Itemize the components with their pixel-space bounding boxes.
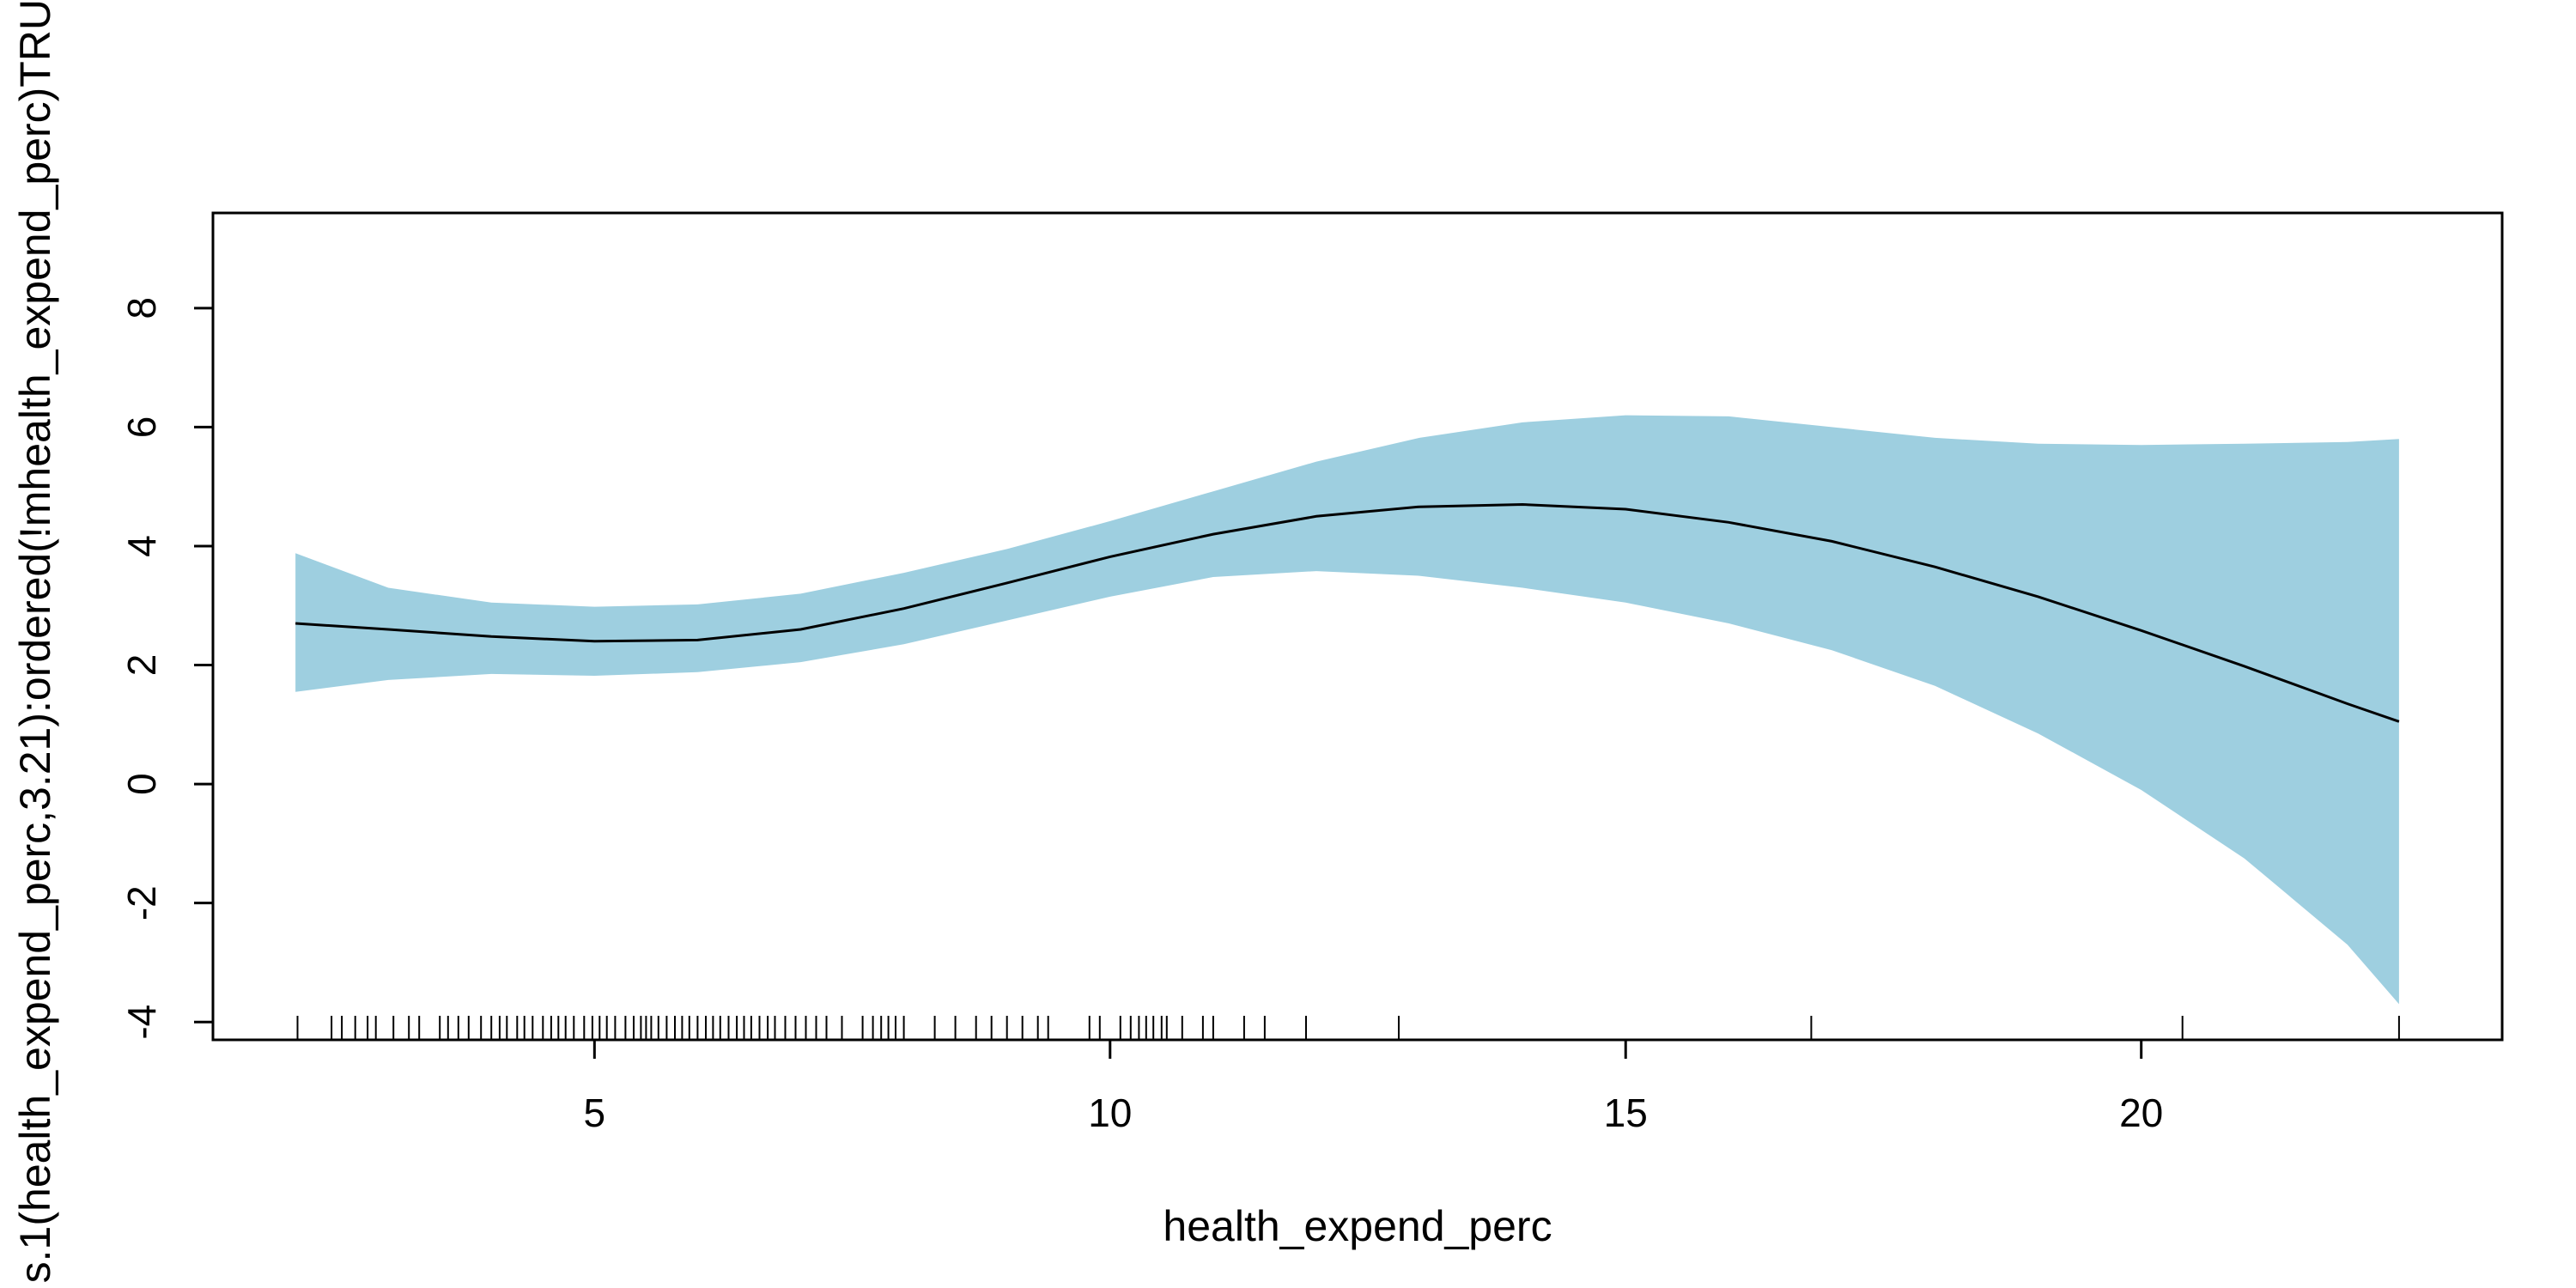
x-axis: 5 10 15 20 bbox=[584, 1038, 2163, 1135]
confidence-band bbox=[295, 415, 2399, 1005]
smooth-fit-line bbox=[295, 502, 2400, 723]
smooth-line-layer bbox=[295, 502, 2400, 723]
y-tick-label: -4 bbox=[119, 1005, 164, 1040]
y-tick-label: 6 bbox=[119, 416, 164, 439]
x-tick-label: 15 bbox=[1604, 1091, 1648, 1135]
y-tick-label: 0 bbox=[119, 773, 164, 795]
x-tick-label: 20 bbox=[2119, 1091, 2163, 1135]
y-tick-label: 2 bbox=[119, 654, 164, 677]
y-tick-label: 4 bbox=[119, 535, 164, 557]
x-axis-title: health_expend_perc bbox=[1163, 1202, 1552, 1250]
rug-layer bbox=[296, 1016, 2400, 1040]
y-tick-label: -2 bbox=[119, 885, 164, 920]
y-axis-title: s.1(health_expend_perc,3.21):ordered(!mh… bbox=[11, 0, 59, 1283]
x-tick-label: 5 bbox=[584, 1091, 606, 1135]
x-tick-label: 10 bbox=[1088, 1091, 1132, 1135]
y-tick-label: 8 bbox=[119, 297, 164, 319]
y-axis: -4 -2 0 2 4 6 8 bbox=[119, 297, 215, 1040]
confidence-band-layer bbox=[295, 415, 2399, 1005]
